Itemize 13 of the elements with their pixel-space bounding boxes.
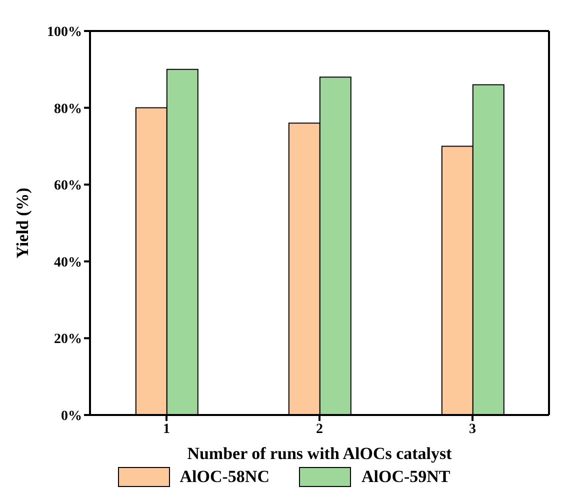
y-tick-label: 100% [47,24,82,40]
y-tick-label: 40% [54,255,82,270]
x-tick-label: 3 [469,422,476,437]
y-tick-label: 60% [54,178,82,194]
y-tick-label: 20% [54,332,82,348]
legend-label: AlOC-59NT [360,467,450,487]
y-tick-label: 0% [61,408,82,424]
y-tick-label: 80% [54,102,82,117]
x-axis-title: Number of runs with AlOCs catalyst [187,444,452,463]
y-axis-title: Yield (%) [13,188,32,258]
x-tick-label: 1 [163,422,170,437]
x-tick-label: 2 [316,422,323,437]
legend-label: AlOC-58NC [178,467,270,487]
